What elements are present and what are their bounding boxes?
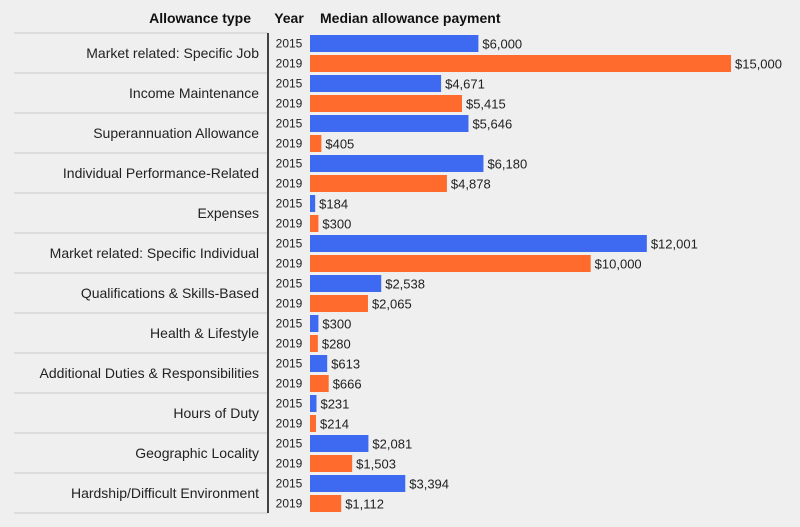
value-label-health-lifestyle-2019: $280	[322, 337, 351, 352]
year-label-2015: 2015	[276, 477, 303, 491]
bar-qualifications-skills-based-2019	[310, 295, 368, 312]
category-label-health-lifestyle: Health & Lifestyle	[150, 325, 259, 341]
bar-geographic-locality-2015	[310, 435, 369, 452]
year-label-2019: 2019	[276, 497, 303, 511]
year-label-2015: 2015	[276, 437, 303, 451]
value-label-superannuation-allowance-2015: $5,646	[472, 117, 512, 132]
bar-superannuation-allowance-2019	[310, 135, 322, 152]
bar-expenses-2019	[310, 215, 319, 232]
year-label-2019: 2019	[276, 217, 303, 231]
year-label-2015: 2015	[276, 317, 303, 331]
category-label-market-related-specific-job: Market related: Specific Job	[86, 45, 259, 61]
year-label-2015: 2015	[276, 397, 303, 411]
bar-health-lifestyle-2019	[310, 335, 318, 352]
year-label-2019: 2019	[276, 257, 303, 271]
bar-individual-performance-related-2019	[310, 175, 447, 192]
value-label-hours-of-duty-2019: $214	[320, 417, 349, 432]
year-label-2015: 2015	[276, 277, 303, 291]
year-label-2019: 2019	[276, 337, 303, 351]
value-label-additional-duties-responsibilities-2015: $613	[331, 357, 360, 372]
year-label-2019: 2019	[276, 417, 303, 431]
category-label-individual-performance-related: Individual Performance-Related	[63, 165, 259, 181]
value-label-geographic-locality-2015: $2,081	[372, 437, 412, 452]
bar-individual-performance-related-2015	[310, 155, 484, 172]
year-label-2015: 2015	[276, 157, 303, 171]
value-label-income-maintenance-2015: $4,671	[445, 77, 485, 92]
year-label-2019: 2019	[276, 57, 303, 71]
bar-additional-duties-responsibilities-2015	[310, 355, 328, 372]
category-label-income-maintenance: Income Maintenance	[129, 85, 259, 101]
value-label-market-related-specific-individual-2015: $12,001	[651, 237, 698, 252]
value-label-expenses-2015: $184	[319, 197, 348, 212]
category-label-additional-duties-responsibilities: Additional Duties & Responsibilities	[40, 365, 259, 381]
value-label-expenses-2019: $300	[322, 217, 351, 232]
value-label-market-related-specific-job-2019: $15,000	[735, 57, 782, 72]
year-label-2015: 2015	[276, 237, 303, 251]
year-label-2015: 2015	[276, 77, 303, 91]
value-label-market-related-specific-job-2015: $6,000	[482, 37, 522, 52]
year-label-2019: 2019	[276, 137, 303, 151]
value-label-hours-of-duty-2015: $231	[320, 397, 349, 412]
bar-geographic-locality-2019	[310, 455, 353, 472]
year-label-2019: 2019	[276, 177, 303, 191]
bar-superannuation-allowance-2015	[310, 115, 469, 132]
value-label-qualifications-skills-based-2015: $2,538	[385, 277, 425, 292]
year-label-2015: 2015	[276, 37, 303, 51]
category-label-geographic-locality: Geographic Locality	[135, 445, 259, 461]
header-year: Year	[274, 10, 304, 26]
bar-market-related-specific-individual-2015	[310, 235, 647, 252]
year-label-2015: 2015	[276, 357, 303, 371]
year-label-2019: 2019	[276, 457, 303, 471]
value-label-geographic-locality-2019: $1,503	[356, 457, 396, 472]
bar-market-related-specific-individual-2019	[310, 255, 591, 272]
year-label-2019: 2019	[276, 297, 303, 311]
value-label-hardship-difficult-environment-2015: $3,394	[409, 477, 449, 492]
bar-expenses-2015	[310, 195, 316, 212]
value-label-market-related-specific-individual-2019: $10,000	[595, 257, 642, 272]
value-label-additional-duties-responsibilities-2019: $666	[333, 377, 362, 392]
value-label-hardship-difficult-environment-2019: $1,112	[345, 497, 384, 512]
bar-additional-duties-responsibilities-2019	[310, 375, 329, 392]
category-label-qualifications-skills-based: Qualifications & Skills-Based	[81, 285, 259, 301]
value-label-individual-performance-related-2015: $6,180	[487, 157, 527, 172]
bar-market-related-specific-job-2015	[310, 35, 479, 52]
value-label-superannuation-allowance-2019: $405	[325, 137, 354, 152]
bar-income-maintenance-2015	[310, 75, 442, 92]
category-label-market-related-specific-individual: Market related: Specific Individual	[50, 245, 259, 261]
category-label-expenses: Expenses	[198, 205, 259, 221]
year-label-2015: 2015	[276, 197, 303, 211]
header-allowance-type: Allowance type	[149, 10, 251, 26]
year-label-2019: 2019	[276, 377, 303, 391]
header-median-payment: Median allowance payment	[320, 10, 501, 26]
bar-income-maintenance-2019	[310, 95, 462, 112]
category-label-superannuation-allowance: Superannuation Allowance	[93, 125, 259, 141]
bar-hardship-difficult-environment-2019	[310, 495, 342, 512]
category-label-hours-of-duty: Hours of Duty	[173, 405, 259, 421]
value-label-income-maintenance-2019: $5,415	[466, 97, 506, 112]
category-label-hardship-difficult-environment: Hardship/Difficult Environment	[71, 485, 259, 501]
value-label-individual-performance-related-2019: $4,878	[451, 177, 491, 192]
year-label-2015: 2015	[276, 117, 303, 131]
year-label-2019: 2019	[276, 97, 303, 111]
value-label-qualifications-skills-based-2019: $2,065	[372, 297, 412, 312]
bar-qualifications-skills-based-2015	[310, 275, 382, 292]
bar-hours-of-duty-2019	[310, 415, 317, 432]
bar-market-related-specific-job-2019	[310, 55, 731, 72]
bar-hours-of-duty-2015	[310, 395, 317, 412]
bar-hardship-difficult-environment-2015	[310, 475, 406, 492]
bar-health-lifestyle-2015	[310, 315, 319, 332]
value-label-health-lifestyle-2015: $300	[322, 317, 351, 332]
